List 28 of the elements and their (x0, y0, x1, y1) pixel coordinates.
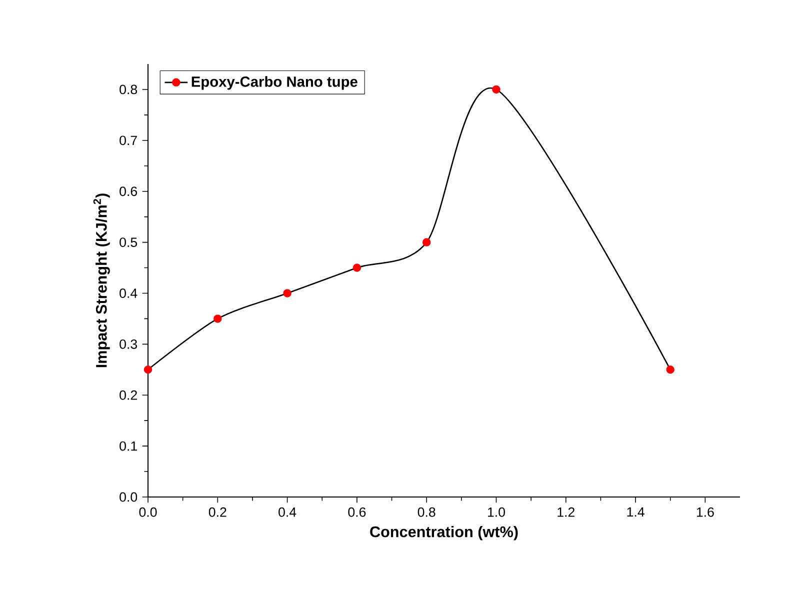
x-tick-label: 1.2 (558, 507, 574, 517)
point (492, 85, 500, 94)
x-tick-label: 0.6 (348, 507, 366, 517)
y-tick-label: 0.4 (120, 288, 138, 298)
x-tick-label: 1.4 (627, 507, 644, 517)
y-tick-label: 0.1 (120, 441, 137, 451)
y-tick-label: 0.5 (120, 238, 138, 248)
point (214, 314, 222, 323)
x-tick-label: 0.4 (278, 507, 296, 517)
legend-label: Epoxy-Carbo Nano tupe (192, 76, 358, 90)
y-tick-label: 0.6 (120, 186, 138, 196)
y-tick-label: 0.7 (120, 136, 137, 146)
point (144, 366, 152, 374)
point (352, 264, 362, 272)
point (283, 289, 292, 298)
y-tick-label: 0.8 (120, 84, 138, 94)
x-tick-label: 1.6 (696, 507, 714, 517)
point (666, 366, 674, 374)
x-tick-label: 1.0 (488, 507, 505, 517)
x-tick-label: 0.8 (418, 507, 436, 517)
x-tick-label: 0.0 (139, 507, 157, 517)
x-tick-label: 0.2 (208, 507, 226, 517)
y-tick-label: 0.0 (120, 492, 138, 502)
point (422, 238, 431, 246)
y-tick-label: 0.3 (120, 339, 138, 349)
y-tick-label: 0.2 (120, 390, 137, 400)
y-axis-title: Impact Strenght (KJ/m$^{2}$) (93, 194, 110, 368)
x-axis-title: Concentration (wt%) (370, 526, 518, 540)
